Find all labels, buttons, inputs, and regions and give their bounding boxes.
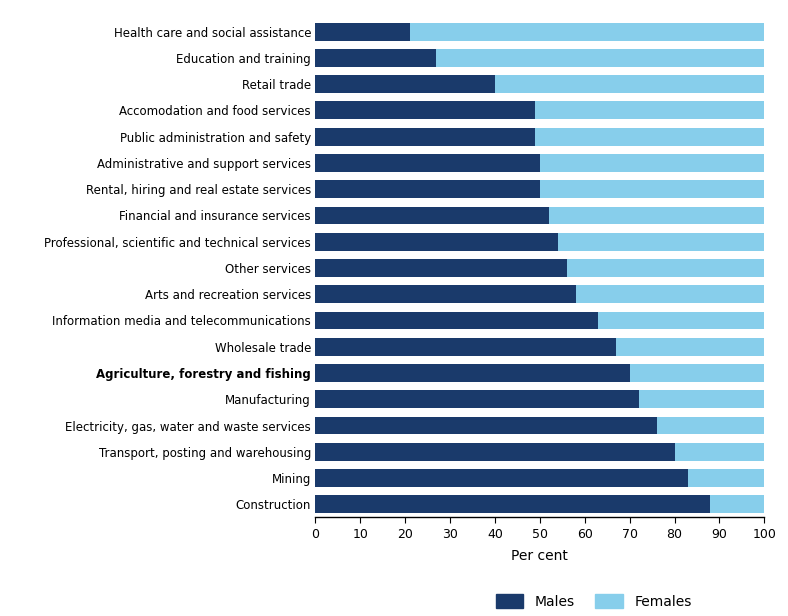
Bar <box>535 128 764 145</box>
Bar <box>315 495 711 513</box>
Bar <box>315 49 437 67</box>
Bar <box>315 364 630 382</box>
Bar <box>315 469 688 487</box>
Bar <box>315 285 576 303</box>
Bar <box>540 180 764 198</box>
Bar <box>576 285 764 303</box>
Bar <box>315 75 495 93</box>
Bar <box>315 180 540 198</box>
Bar <box>315 154 540 172</box>
Bar <box>315 338 616 355</box>
Bar <box>315 128 535 145</box>
Legend: Males, Females: Males, Females <box>496 594 692 609</box>
Bar <box>638 391 764 408</box>
Bar <box>315 443 675 461</box>
Bar <box>315 102 535 120</box>
Bar <box>315 23 410 41</box>
Bar <box>711 495 764 513</box>
Bar <box>558 233 764 251</box>
X-axis label: Per cent: Per cent <box>511 549 568 563</box>
Bar <box>315 416 656 434</box>
Bar <box>675 443 764 461</box>
Bar <box>567 259 764 277</box>
Bar <box>315 312 598 330</box>
Bar <box>315 206 548 224</box>
Bar <box>495 75 764 93</box>
Bar <box>315 391 638 408</box>
Bar <box>535 102 764 120</box>
Bar <box>548 206 764 224</box>
Bar <box>315 233 558 251</box>
Bar <box>598 312 764 330</box>
Bar <box>410 23 764 41</box>
Bar <box>656 416 764 434</box>
Bar <box>540 154 764 172</box>
Bar <box>688 469 764 487</box>
Bar <box>437 49 764 67</box>
Bar <box>616 338 764 355</box>
Bar <box>630 364 764 382</box>
Bar <box>315 259 567 277</box>
